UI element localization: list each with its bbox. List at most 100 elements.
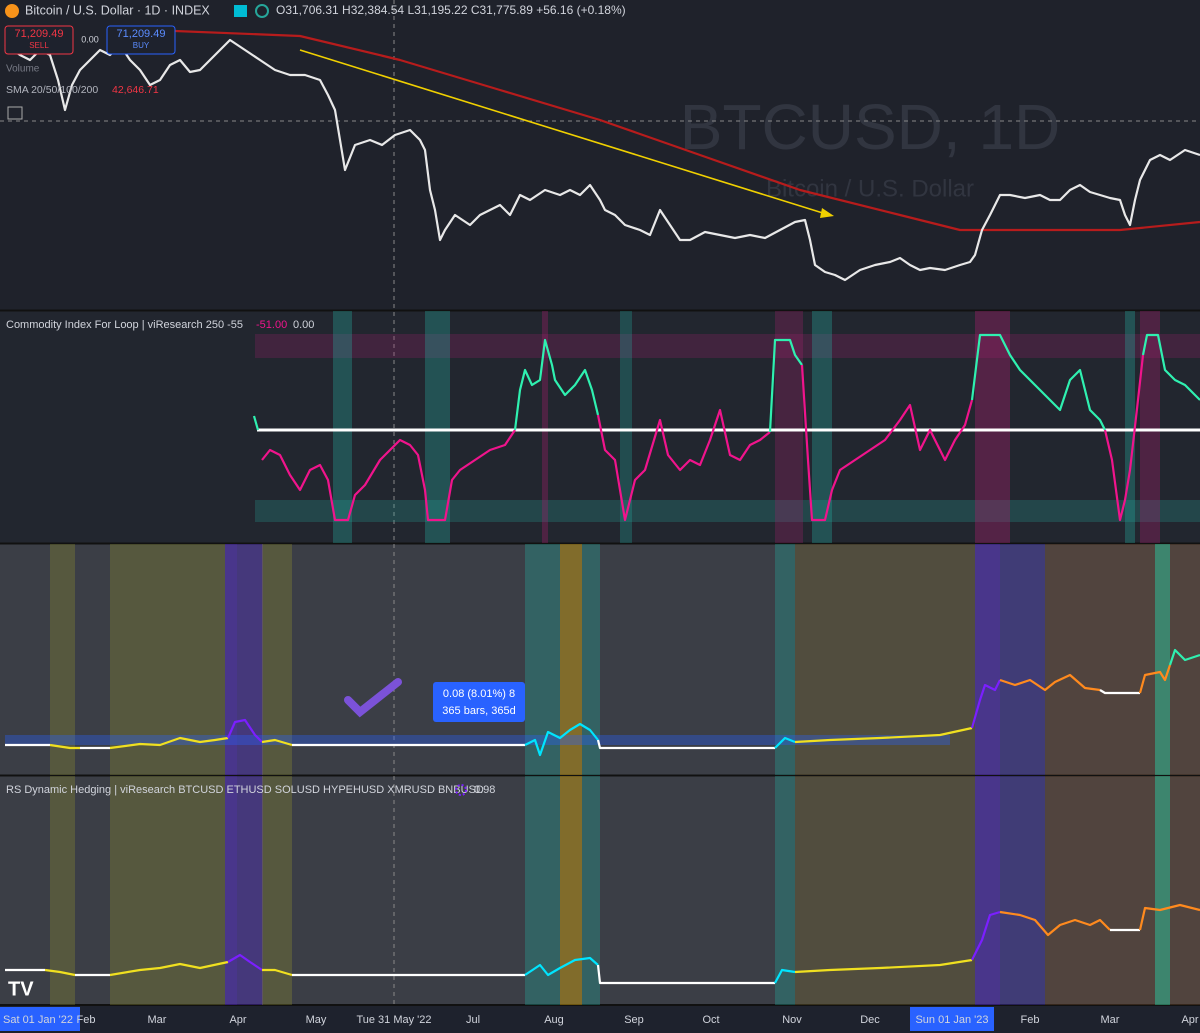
hedge-line-b4 xyxy=(109,960,229,977)
hedge-line-b11 xyxy=(794,958,973,974)
regime-band xyxy=(225,544,237,775)
hedge-line-a6 xyxy=(261,738,293,747)
regime-band xyxy=(795,544,975,775)
hedge-line-a10 xyxy=(774,736,796,749)
hedge-line-b13 xyxy=(999,910,1111,937)
measure-line-2: 365 bars, 365d xyxy=(442,705,515,717)
status-icon xyxy=(255,4,269,18)
time-label: Sat 01 Jan '22 xyxy=(3,1014,73,1026)
time-label: Apr xyxy=(229,1014,246,1026)
hedge-line-a5 xyxy=(226,718,263,743)
pane-separators xyxy=(0,309,1200,1006)
regime-band xyxy=(525,544,560,775)
watermark-name: Bitcoin / U.S. Dollar xyxy=(766,175,974,202)
cci-line-4 xyxy=(1103,354,1145,522)
price-line xyxy=(4,38,1200,282)
price-pane xyxy=(0,0,1200,310)
cci-line-3 xyxy=(800,364,974,522)
check-icon xyxy=(344,678,402,718)
cci-bands xyxy=(255,311,1200,543)
hedge-value: 0.98 xyxy=(474,784,495,796)
btc-icon xyxy=(5,4,19,18)
buy-label: BUY xyxy=(133,41,150,50)
time-label: Sep xyxy=(624,1014,644,1026)
time-label: Tue 31 May '22 xyxy=(356,1014,431,1026)
regime-band xyxy=(560,776,582,1005)
regime-band xyxy=(560,544,582,775)
time-label: Nov xyxy=(782,1014,802,1026)
hedge-line-a15 xyxy=(1138,664,1172,694)
time-label: Mar xyxy=(1101,1014,1120,1026)
hedge-line-b2 xyxy=(44,968,76,977)
time-axis xyxy=(0,1005,1200,1033)
symbol: Bitcoin / U.S. Dollar · 1D · INDEX xyxy=(25,3,210,17)
cci-title: Commodity Index For Loop | viResearch 25… xyxy=(6,319,243,331)
volume-label: Volume xyxy=(6,64,40,75)
time-label: May xyxy=(306,1014,327,1026)
time-label: Mar xyxy=(148,1014,167,1026)
hedge-line-a13 xyxy=(999,673,1101,692)
hedge-line-a4 xyxy=(109,736,229,750)
regime-band xyxy=(1045,776,1155,1005)
measure-line-1: 0.08 (8.01%) 8 xyxy=(443,688,515,700)
hedge-pane xyxy=(0,776,1200,1005)
sma-value: 42,646.71 xyxy=(112,84,159,96)
regime-band xyxy=(975,544,1000,775)
regime-band xyxy=(262,544,292,775)
regime-band xyxy=(1155,776,1170,1005)
regime-band xyxy=(110,544,225,775)
hedge-line-b6 xyxy=(262,968,293,977)
regime-band xyxy=(975,776,1000,1005)
time-label: Oct xyxy=(702,1014,719,1026)
hedge-line-b12 xyxy=(971,910,1001,961)
cci-line-up-2 xyxy=(768,338,803,433)
hedge-line-a12 xyxy=(970,679,1001,729)
time-label: Dec xyxy=(860,1014,880,1026)
hedge-line-b15 xyxy=(1138,903,1200,931)
regime-band xyxy=(110,776,225,1005)
tv-logo[interactable]: TV xyxy=(8,978,34,1000)
cci-line xyxy=(261,429,516,522)
cci-line-up-3 xyxy=(970,333,1106,431)
cci-value-2: 0.00 xyxy=(293,319,314,331)
ohlc: O31,706.31 H32,384.54 L31,195.22 C31,775… xyxy=(276,3,626,17)
collapse-button[interactable] xyxy=(7,106,23,120)
flag-icon xyxy=(234,5,247,17)
cci-line-up-4 xyxy=(1141,333,1200,401)
regime-band xyxy=(1170,776,1200,1005)
hedge-line-a11 xyxy=(794,726,973,744)
hedge-pane-upper xyxy=(0,544,1200,775)
hedge-line-b9 xyxy=(596,964,775,985)
time-label: Feb xyxy=(77,1014,96,1026)
sma-label: SMA 20/50/100/200 xyxy=(6,84,98,96)
hedge-title: RS Dynamic Hedging | viResearch BTCUSD E… xyxy=(6,784,484,796)
hedge-icon xyxy=(455,784,467,796)
sma-line xyxy=(149,28,1200,232)
sell-button[interactable] xyxy=(4,25,74,55)
hedge-line-a16 xyxy=(1168,648,1200,666)
hedge-line-b10 xyxy=(774,968,796,984)
watermark-symbol: BTCUSD, 1D xyxy=(680,91,1061,163)
time-label: Apr xyxy=(1181,1014,1198,1026)
regime-band xyxy=(1155,544,1170,775)
hedge-line-a2 xyxy=(49,743,80,750)
spread: 0.00 xyxy=(81,34,99,44)
axis-label-box xyxy=(352,1007,436,1031)
hedge-line-b5 xyxy=(227,953,263,971)
regime-band xyxy=(1045,544,1155,775)
hedge-line-b8 xyxy=(524,956,599,977)
regime-band xyxy=(237,776,263,1005)
axis-label-box xyxy=(0,1007,80,1031)
cci-line-start xyxy=(252,415,260,431)
measure-tooltip xyxy=(433,682,525,722)
cci-line-up xyxy=(513,338,600,431)
regime-band xyxy=(50,544,75,775)
regime-band xyxy=(225,776,237,1005)
regime-band xyxy=(1000,776,1045,1005)
regime-band xyxy=(237,544,263,775)
trend-arrow-head xyxy=(820,208,834,218)
buy-button[interactable] xyxy=(106,25,176,55)
time-label: Sun 01 Jan '23 xyxy=(915,1014,988,1026)
